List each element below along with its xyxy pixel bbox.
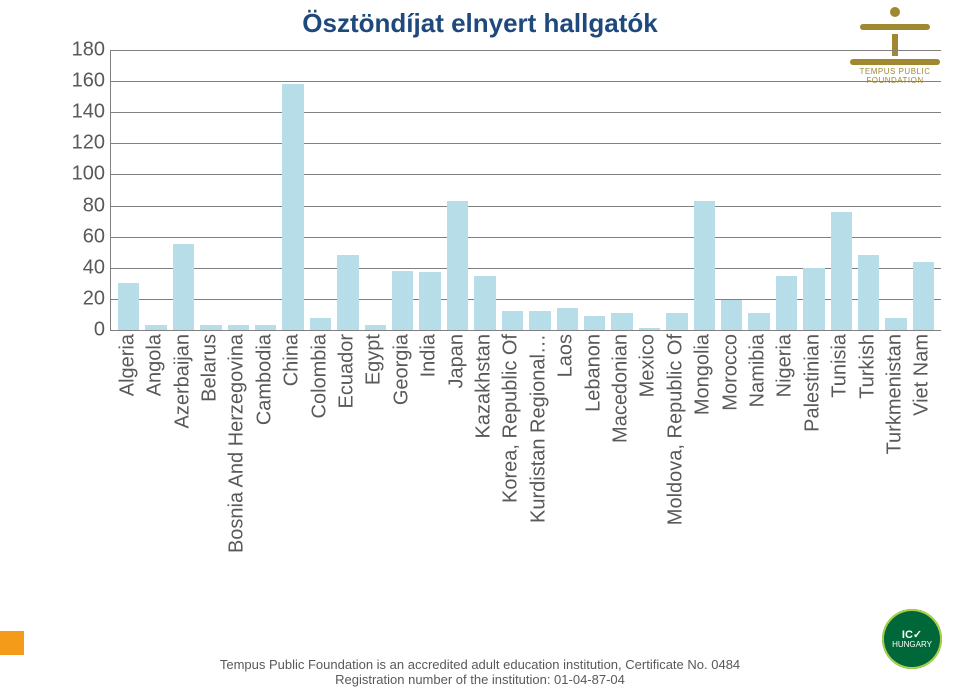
x-axis-labels: Algeria Angola Azerbaijan Belarus Bosnia And… <box>110 334 940 674</box>
y-tick-label: 180 <box>65 39 105 62</box>
y-tick-label: 160 <box>65 70 105 93</box>
x-tick-label: Laos <box>556 334 577 674</box>
x-tick-label: Lebanon <box>583 334 604 674</box>
chart-title: Ösztöndíjat elnyert hallgatók <box>0 8 960 39</box>
y-tick-label: 40 <box>65 256 105 279</box>
x-tick-label: Kazakhstan <box>473 334 494 674</box>
bar <box>803 268 824 330</box>
y-tick-label: 80 <box>65 194 105 217</box>
bar <box>666 313 687 330</box>
x-tick-label: China <box>281 334 302 674</box>
bar <box>748 313 769 330</box>
bar <box>639 328 660 330</box>
bar <box>447 201 468 330</box>
bar <box>200 325 221 330</box>
badge-line2: HUNGARY <box>892 641 932 650</box>
x-tick-label: Cambodia <box>254 334 275 674</box>
x-tick-label: Ecuador <box>336 334 357 674</box>
x-tick-label: Korea, Republic Of <box>501 334 522 674</box>
bar <box>419 272 440 330</box>
bar <box>694 201 715 330</box>
x-tick-label: Belarus <box>199 334 220 674</box>
x-tick-label: Algeria <box>117 334 138 674</box>
bar <box>584 316 605 330</box>
decorative-square <box>0 631 24 655</box>
x-tick-label: Moldova, Republic Of <box>665 334 686 674</box>
x-tick-label: Azerbaijan <box>172 334 193 674</box>
bar <box>557 308 578 330</box>
x-tick-label: Egypt <box>364 334 385 674</box>
footer-line2: Registration number of the institution: … <box>0 672 960 687</box>
x-tick-label: Angola <box>144 334 165 674</box>
bar <box>776 276 797 330</box>
x-tick-label: Nigeria <box>775 334 796 674</box>
x-tick-label: Colombia <box>309 334 330 674</box>
bar <box>611 313 632 330</box>
x-tick-label: Japan <box>446 334 467 674</box>
y-tick-label: 120 <box>65 132 105 155</box>
footer-line1: Tempus Public Foundation is an accredite… <box>0 657 960 672</box>
bar <box>831 212 852 330</box>
bar-chart: 020406080100120140160180 <box>60 50 940 330</box>
x-tick-label: Macedonian <box>610 334 631 674</box>
plot-area <box>110 50 941 331</box>
bar <box>118 283 139 330</box>
bar <box>529 311 550 330</box>
bar <box>228 325 249 330</box>
x-tick-label: Mexico <box>638 334 659 674</box>
x-tick-label: Bosnia And Herzegovina <box>227 334 248 674</box>
bar <box>310 318 331 330</box>
bars-container <box>111 50 941 330</box>
bar <box>721 300 742 330</box>
y-tick-label: 20 <box>65 287 105 310</box>
x-tick-label: Tunisia <box>830 334 851 674</box>
bar <box>474 276 495 330</box>
y-tick-label: 100 <box>65 163 105 186</box>
x-tick-label: Mongolia <box>693 334 714 674</box>
bar <box>885 318 906 330</box>
y-tick-label: 140 <box>65 101 105 124</box>
bar <box>502 311 523 330</box>
bar <box>255 325 276 330</box>
badge-line1: IC✓ <box>902 629 922 641</box>
bar <box>392 271 413 330</box>
bar <box>145 325 166 330</box>
x-tick-label: India <box>418 334 439 674</box>
bar <box>913 262 934 330</box>
y-tick-label: 0 <box>65 319 105 342</box>
x-tick-label: Palestinian <box>802 334 823 674</box>
bar <box>858 255 879 330</box>
bar <box>282 84 303 330</box>
x-tick-label: Georgia <box>391 334 412 674</box>
x-tick-label: Morocco <box>720 334 741 674</box>
y-tick-label: 60 <box>65 225 105 248</box>
bar <box>337 255 358 330</box>
x-tick-label: Namibia <box>747 334 768 674</box>
bar <box>365 325 386 330</box>
x-tick-label: Turkish <box>857 334 878 674</box>
x-tick-label: Kurdistan Regional… <box>528 334 549 674</box>
bar <box>173 244 194 330</box>
footer: Tempus Public Foundation is an accredite… <box>0 657 960 687</box>
